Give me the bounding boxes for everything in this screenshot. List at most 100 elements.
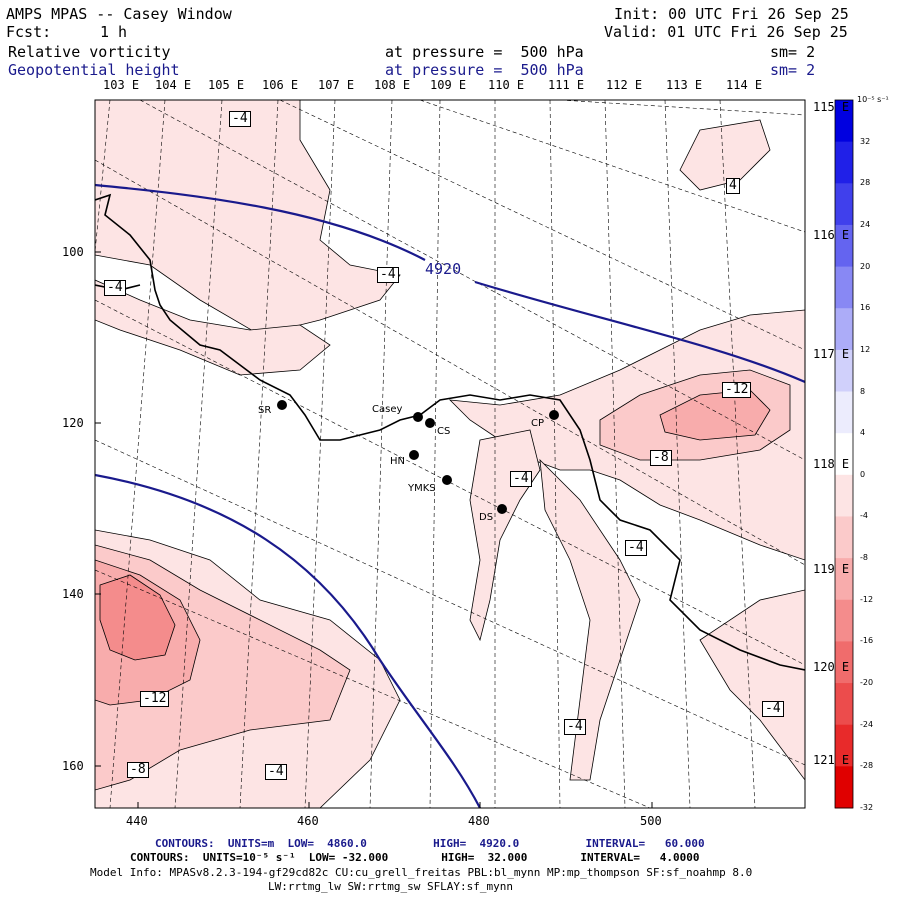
colorbar-swatch (835, 641, 853, 684)
colorbar-swatch (835, 724, 853, 767)
colorbar-swatch (835, 100, 853, 143)
plot-area (95, 100, 805, 808)
forecast-hour: 1 h (100, 23, 128, 41)
colorbar-unit: 10⁻⁵ s⁻¹ (857, 95, 889, 104)
colorbar-swatch (835, 308, 853, 351)
vorticity-contour-label: -4 (265, 764, 287, 780)
footer-vorticity-contours: CONTOURS: UNITS=10⁻⁵ s⁻¹ LOW= -32.000 HI… (130, 851, 700, 864)
field2-name: Geopotential height (8, 61, 180, 79)
right-lon-label: 117 E (813, 347, 850, 361)
station-label-hn: HN (390, 456, 405, 467)
axis-ticks (95, 251, 653, 808)
top-lon-label: 108 E (374, 78, 411, 92)
colorbar-swatch (835, 516, 853, 559)
colorbar-swatch (835, 433, 853, 476)
top-lon-label: 105 E (208, 78, 245, 92)
colorbar-tick-label: 32 (860, 136, 871, 146)
colorbar-tick-label: 20 (860, 261, 871, 271)
vorticity-contour-label: -4 (625, 540, 647, 556)
colorbar-swatch (835, 683, 853, 726)
colorbar-swatch (835, 224, 853, 268)
height-contour-label: 4920 (425, 260, 462, 278)
vorticity-contour-label: -4 (229, 111, 251, 127)
top-lon-label: 113 E (666, 78, 703, 92)
top-lon-label: 104 E (155, 78, 192, 92)
vorticity-contour-label: -8 (127, 762, 149, 778)
colorbar-tick-label: -28 (860, 761, 874, 771)
plot-title: AMPS MPAS -- Casey Window (6, 5, 232, 23)
colorbar-tick-label: 0 (860, 469, 866, 479)
colorbar-swatch (835, 266, 853, 309)
vorticity-contour-label: -4 (104, 280, 126, 296)
station-label-cs: CS (437, 426, 451, 437)
height-contour-4920-b (474, 280, 805, 384)
colorbar-swatch (835, 349, 853, 393)
coastline (95, 193, 805, 671)
left-axis-label: 100 (62, 245, 84, 259)
vorticity-contour-label: -4 (762, 701, 784, 717)
colorbar (835, 100, 853, 809)
valid-time: Valid: 01 UTC Fri 26 Sep 25 (604, 23, 848, 41)
field2-smoothing: sm= 2 (770, 61, 816, 79)
top-lon-label: 106 E (262, 78, 299, 92)
colorbar-tick-label: 8 (860, 386, 866, 396)
colorbar-swatch (835, 474, 853, 517)
colorbar-tick-label: -16 (860, 636, 874, 646)
top-lon-label: 110 E (488, 78, 525, 92)
colorbar-swatch (835, 558, 853, 601)
station-label-casey: Casey (372, 404, 403, 415)
colorbar-tick-label: -32 (860, 803, 874, 812)
field1-name: Relative vorticity (8, 43, 171, 61)
footer-model-physics: LW:rrtmg_lw SW:rrtmg_sw SFLAY:sf_mynn (268, 880, 514, 893)
vorticity-contour-label: -12 (140, 691, 170, 707)
top-lon-label: 112 E (606, 78, 643, 92)
colorbar-frame (834, 99, 854, 809)
field1-smoothing: sm= 2 (770, 43, 816, 61)
height-contour-4920-a (95, 183, 426, 261)
top-lon-label: 103 E (103, 78, 140, 92)
vorticity-contour-label: 4 (726, 178, 740, 194)
top-lon-label: 109 E (430, 78, 467, 92)
colorbar-tick-label: 28 (860, 178, 871, 188)
colorbar-swatch (835, 766, 853, 809)
field1-level: at pressure = 500 hPa (385, 43, 584, 61)
left-axis-label: 120 (62, 416, 84, 430)
field2-level: at pressure = 500 hPa (385, 61, 584, 79)
bottom-axis-label: 440 (126, 814, 148, 828)
top-lon-label: 111 E (548, 78, 585, 92)
vorticity-contour-label: -8 (650, 450, 672, 466)
station-markers (277, 400, 559, 514)
right-lon-label: 115 E (813, 100, 850, 114)
bottom-axis-label: 480 (468, 814, 490, 828)
vorticity-contour-label: -12 (722, 382, 752, 398)
right-lon-label: 116 E (813, 228, 850, 242)
footer-model-info: Model Info: MPASv8.2.3-194-gf29cd82c CU:… (90, 866, 753, 879)
height-contour-4860 (95, 473, 481, 808)
footer-height-contours: CONTOURS: UNITS=m LOW= 4860.0 HIGH= 4920… (155, 837, 705, 850)
init-time: Init: 00 UTC Fri 26 Sep 25 (614, 5, 849, 23)
colorbar-swatch (835, 599, 853, 642)
vorticity-contour-label: -4 (377, 267, 399, 283)
right-lon-label: 119 E (813, 562, 850, 576)
colorbar-tick-label: -4 (860, 511, 868, 521)
colorbar-tick-label: 16 (860, 303, 871, 313)
colorbar-tick-label: -24 (860, 719, 874, 729)
bottom-axis-label: 460 (297, 814, 319, 828)
vorticity-contour-label: -4 (564, 719, 586, 735)
colorbar-swatch (835, 183, 853, 226)
right-lon-label: 118 E (813, 457, 850, 471)
bottom-axis-label: 500 (640, 814, 662, 828)
colorbar-tick-label: -12 (860, 594, 874, 604)
right-lon-label: 120 E (813, 660, 850, 674)
plot-frame (94, 99, 806, 809)
station-label-ymks: YMKS (408, 483, 436, 494)
station-label-cp: CP (531, 418, 545, 429)
station-label-ds: DS (479, 512, 494, 523)
colorbar-tick-label: 12 (860, 344, 871, 354)
top-lon-label: 107 E (318, 78, 355, 92)
colorbar-tick-label: 4 (860, 428, 866, 438)
colorbar-tick-label: -20 (860, 678, 874, 688)
station-label-sr: SR (258, 405, 272, 416)
colorbar-tick-label: 24 (860, 219, 871, 229)
